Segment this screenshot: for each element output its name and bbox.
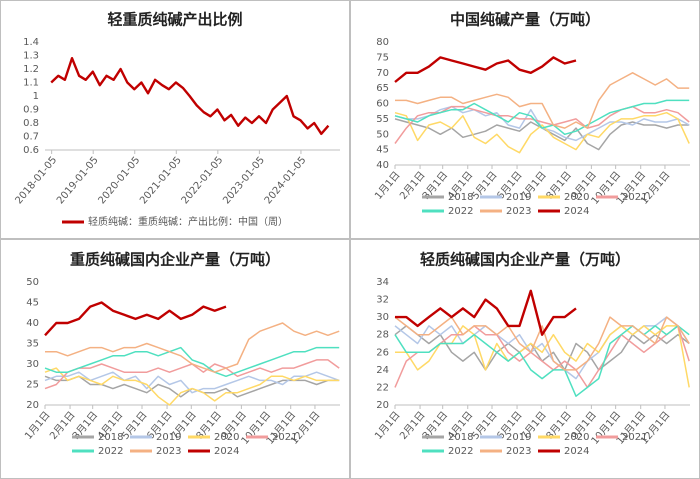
x-tick-label: 2021-01-05 [138,155,184,207]
y-tick-label: 40 [376,160,389,171]
y-tick-label: 40 [26,318,39,329]
legend-label: 2023 [156,446,181,457]
y-tick-label: 1.4 [23,37,39,48]
legend-label: 2019 [506,192,531,203]
legend-label: 2018 [448,192,473,203]
y-tick-label: 25 [26,380,39,391]
y-tick-label: 80 [376,37,389,48]
legend-label: 2020 [564,192,589,203]
legend-label: 2023 [506,446,531,457]
legend-label: 2021 [272,432,297,443]
legend-label: 2024 [564,206,589,217]
y-tick-label: 0.8 [23,118,39,129]
y-tick-label: 28 [376,330,389,341]
y-tick-label: 55 [376,114,389,125]
y-tick-label: 0.7 [23,132,39,143]
y-tick-label: 1 [33,91,39,102]
y-tick-label: 22 [376,382,389,393]
y-tick-label: 20 [26,400,39,411]
legend-label: 2020 [564,432,589,443]
y-tick-label: 0.9 [23,105,39,116]
series-line [394,56,577,83]
panel-border [0,0,350,239]
legend-label: 2022 [448,446,473,457]
chart-title: 重质纯碱国内企业产量（万吨） [70,251,280,269]
y-tick-label: 1.2 [23,64,39,75]
x-tick-label: 2024-01-05 [263,155,309,207]
x-tick-label: 2018-01-05 [13,155,59,207]
legend-label: 2021 [622,192,647,203]
series-line [395,72,690,129]
y-tick-label: 70 [376,68,389,79]
series-line [44,346,340,378]
y-tick-label: 45 [376,145,389,156]
x-tick-label: 1月1日 [372,409,402,442]
x-tick-label: 2019-01-05 [55,155,101,207]
legend-label: 2023 [506,206,531,217]
y-tick-label: 75 [376,52,389,63]
series-line [44,301,227,337]
legend-label: 2018 [448,432,473,443]
y-tick-label: 20 [376,400,389,411]
chart-title: 轻重质纯碱产出比例 [107,11,242,29]
series-line [394,111,690,154]
legend-label: 2022 [448,206,473,217]
x-tick-label: 2023-01-05 [221,155,267,207]
legend-label: 2020 [214,432,239,443]
y-tick-label: 1.1 [23,78,39,89]
series-line [44,371,340,394]
series-line [394,118,690,151]
chart-title: 中国纯碱产量（万吨） [450,11,600,29]
y-tick-label: 50 [376,129,389,140]
y-tick-label: 60 [376,99,389,110]
series-line [50,57,330,135]
x-tick-label: 1月1日 [372,169,402,202]
series-line [394,105,690,142]
series-line [44,367,340,406]
y-tick-label: 24 [376,365,389,376]
y-tick-label: 26 [376,347,389,358]
y-tick-label: 65 [376,83,389,94]
y-tick-label: 45 [26,298,39,309]
legend-label: 轻质纯碱：重质纯碱：产出比例：中国（周） [88,215,288,228]
y-tick-label: 0.6 [23,145,39,156]
series-line [395,289,577,336]
legend-label: 2018 [98,432,123,443]
legend-label: 2024 [214,446,239,457]
series-line [45,322,340,373]
y-tick-label: 1.3 [23,51,39,62]
x-tick-label: 1月1日 [22,409,52,442]
y-tick-label: 34 [376,277,389,288]
y-tick-label: 32 [376,295,389,306]
x-tick-label: 2022-01-05 [180,155,226,207]
x-tick-label: 2020-01-05 [97,155,143,207]
legend-label: 2024 [564,446,589,457]
y-tick-label: 50 [26,277,39,288]
series-line [394,105,690,144]
legend-label: 2021 [622,432,647,443]
legend-label: 2022 [98,446,123,457]
y-tick-label: 35 [26,339,39,350]
series-line [394,99,690,136]
y-tick-label: 30 [26,359,39,370]
y-tick-label: 30 [376,312,389,323]
chart-title: 轻质纯碱国内企业产量（万吨） [420,251,630,269]
series-line [394,325,690,389]
legend-label: 2019 [156,432,181,443]
series-line [394,316,690,371]
legend-label: 2019 [506,432,531,443]
